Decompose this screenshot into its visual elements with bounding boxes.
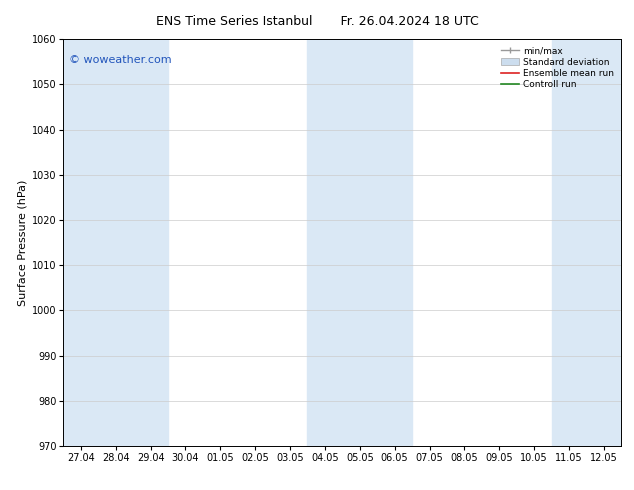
Bar bbox=[63, 39, 168, 446]
Bar bbox=[307, 39, 412, 446]
Bar bbox=[552, 39, 621, 446]
Text: © woweather.com: © woweather.com bbox=[69, 55, 172, 66]
Y-axis label: Surface Pressure (hPa): Surface Pressure (hPa) bbox=[18, 179, 28, 306]
Legend: min/max, Standard deviation, Ensemble mean run, Controll run: min/max, Standard deviation, Ensemble me… bbox=[499, 44, 617, 92]
Text: ENS Time Series Istanbul       Fr. 26.04.2024 18 UTC: ENS Time Series Istanbul Fr. 26.04.2024 … bbox=[155, 15, 479, 28]
